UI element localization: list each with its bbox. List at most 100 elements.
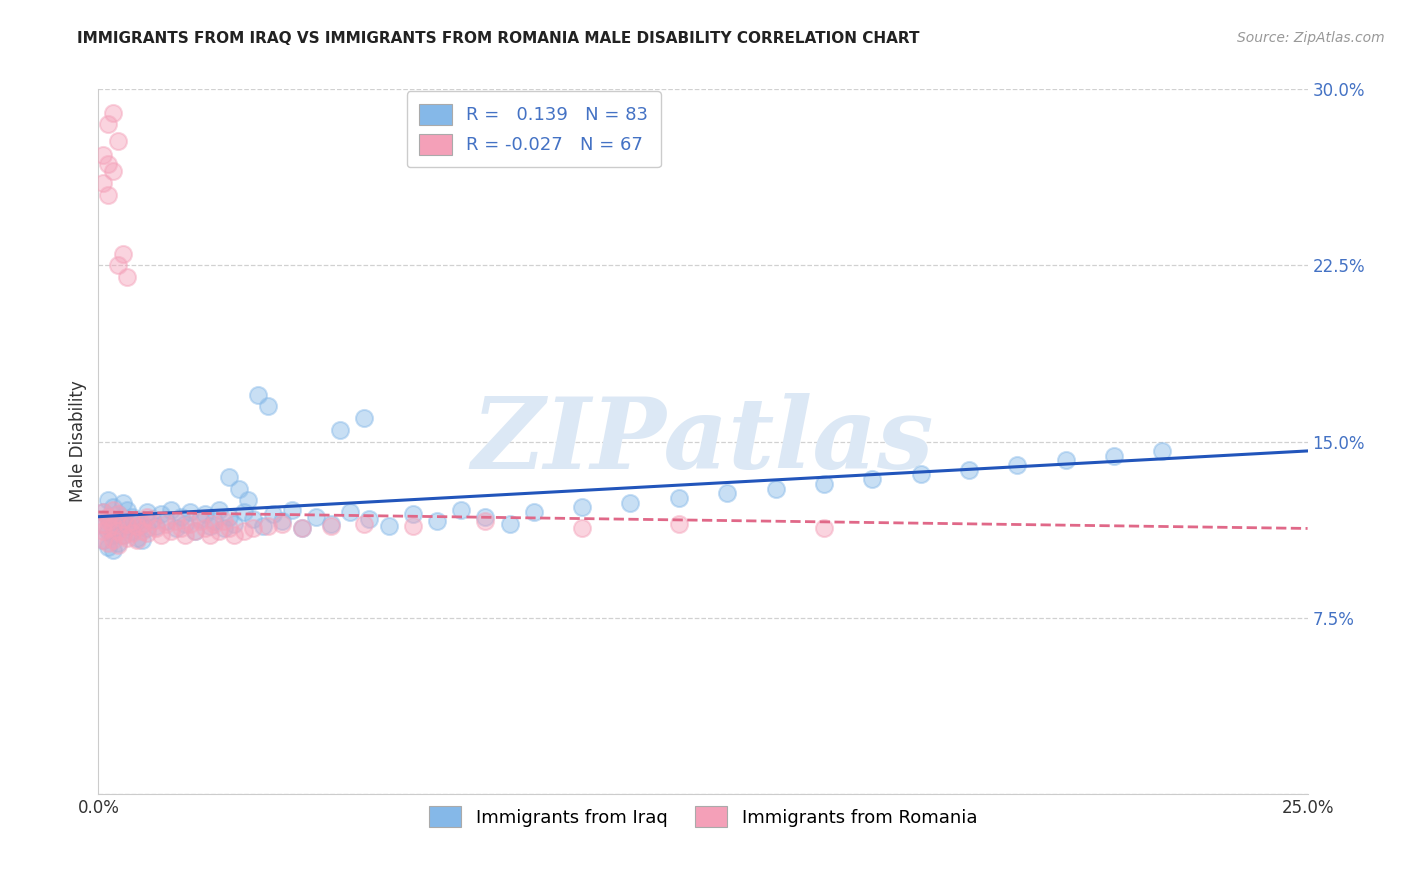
Point bbox=[188, 515, 211, 529]
Point bbox=[957, 463, 980, 477]
Point bbox=[319, 519, 342, 533]
Point bbox=[101, 500, 124, 515]
Point bbox=[218, 469, 240, 483]
Point bbox=[91, 176, 114, 190]
Point bbox=[135, 521, 157, 535]
Point bbox=[121, 526, 143, 541]
Point bbox=[232, 505, 254, 519]
Point bbox=[101, 519, 124, 533]
Point bbox=[135, 505, 157, 519]
Point bbox=[222, 528, 245, 542]
Point bbox=[97, 493, 120, 508]
Point bbox=[281, 502, 304, 516]
Point bbox=[127, 519, 149, 533]
Point bbox=[107, 508, 129, 522]
Point bbox=[111, 528, 134, 542]
Point bbox=[668, 516, 690, 531]
Point bbox=[174, 516, 197, 531]
Point bbox=[127, 533, 149, 548]
Point bbox=[91, 533, 114, 548]
Point bbox=[169, 521, 191, 535]
Point bbox=[117, 502, 139, 516]
Point bbox=[1007, 458, 1029, 472]
Point bbox=[247, 387, 270, 401]
Point bbox=[135, 509, 157, 524]
Point bbox=[319, 516, 342, 531]
Point bbox=[107, 535, 129, 549]
Point bbox=[101, 528, 124, 542]
Point bbox=[101, 105, 124, 120]
Point bbox=[150, 508, 173, 522]
Point bbox=[184, 524, 207, 538]
Point bbox=[107, 538, 129, 552]
Point bbox=[145, 521, 167, 535]
Point bbox=[450, 502, 472, 516]
Point bbox=[117, 270, 139, 285]
Text: Source: ZipAtlas.com: Source: ZipAtlas.com bbox=[1237, 31, 1385, 45]
Point bbox=[668, 491, 690, 505]
Point bbox=[619, 495, 641, 509]
Point bbox=[1152, 444, 1174, 458]
Point bbox=[252, 519, 274, 533]
Point bbox=[101, 515, 124, 529]
Point bbox=[107, 521, 129, 535]
Point bbox=[121, 509, 143, 524]
Point bbox=[107, 134, 129, 148]
Point bbox=[97, 521, 120, 535]
Point bbox=[91, 524, 114, 538]
Point bbox=[184, 524, 207, 538]
Point bbox=[117, 519, 139, 533]
Point bbox=[97, 535, 120, 549]
Point bbox=[101, 164, 124, 178]
Point bbox=[145, 519, 167, 533]
Point bbox=[232, 524, 254, 538]
Point bbox=[194, 521, 217, 535]
Point bbox=[131, 516, 153, 531]
Point bbox=[155, 515, 177, 529]
Point bbox=[127, 515, 149, 529]
Point bbox=[107, 258, 129, 272]
Point bbox=[353, 516, 375, 531]
Point bbox=[377, 519, 399, 533]
Point bbox=[242, 512, 264, 526]
Point bbox=[160, 502, 183, 516]
Point bbox=[117, 516, 139, 531]
Point bbox=[101, 533, 124, 548]
Point bbox=[353, 411, 375, 425]
Point bbox=[169, 509, 191, 524]
Point bbox=[141, 515, 163, 529]
Point bbox=[91, 516, 114, 531]
Point bbox=[860, 472, 883, 486]
Point bbox=[212, 515, 235, 529]
Point bbox=[121, 524, 143, 538]
Point bbox=[97, 515, 120, 529]
Point bbox=[97, 540, 120, 554]
Point bbox=[91, 505, 114, 519]
Point bbox=[198, 519, 221, 533]
Point bbox=[179, 516, 201, 531]
Point bbox=[117, 531, 139, 545]
Point bbox=[97, 157, 120, 171]
Point bbox=[208, 524, 231, 538]
Point bbox=[359, 512, 381, 526]
Point bbox=[97, 509, 120, 524]
Point bbox=[97, 187, 120, 202]
Point bbox=[571, 500, 593, 515]
Point bbox=[91, 505, 114, 519]
Point bbox=[127, 531, 149, 545]
Point bbox=[165, 521, 187, 535]
Point bbox=[290, 521, 312, 535]
Point bbox=[174, 528, 197, 542]
Point bbox=[165, 515, 187, 529]
Point bbox=[194, 508, 217, 522]
Point bbox=[523, 505, 546, 519]
Y-axis label: Male Disability: Male Disability bbox=[69, 381, 87, 502]
Point bbox=[121, 515, 143, 529]
Point bbox=[1102, 449, 1125, 463]
Point bbox=[198, 528, 221, 542]
Point bbox=[97, 117, 120, 131]
Point bbox=[256, 399, 278, 413]
Point bbox=[107, 524, 129, 538]
Point bbox=[262, 508, 284, 522]
Point bbox=[474, 509, 496, 524]
